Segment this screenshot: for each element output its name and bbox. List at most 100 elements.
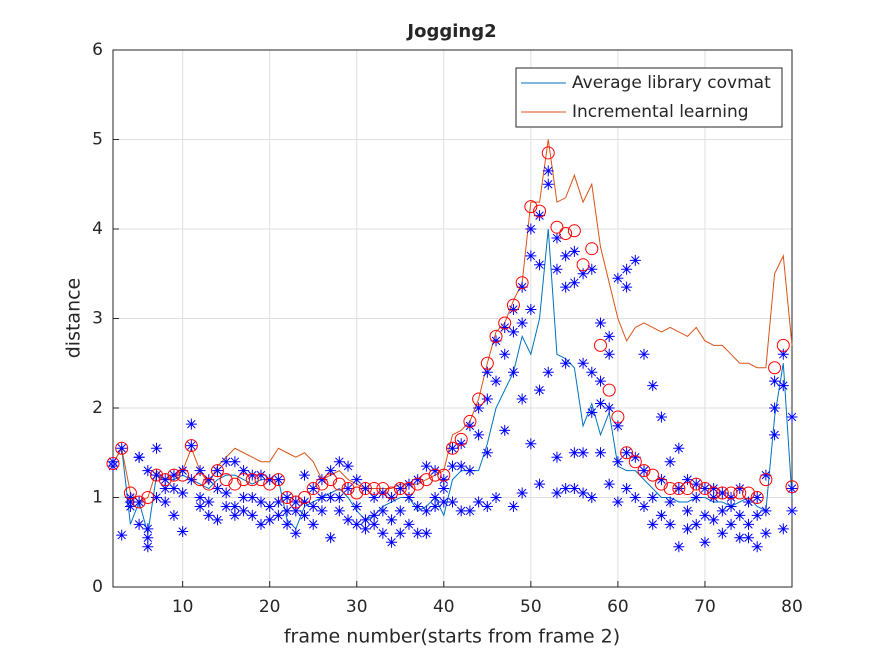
star-marker: [220, 500, 232, 512]
star-marker: [333, 456, 345, 468]
star-marker: [551, 263, 563, 275]
star-marker: [481, 500, 493, 512]
star-marker: [229, 456, 241, 468]
star-marker: [159, 474, 171, 486]
circle-marker: [776, 338, 790, 352]
circle-marker: [446, 441, 459, 455]
star-marker: [220, 487, 232, 499]
star-marker: [124, 500, 136, 512]
circle-marker: [245, 473, 259, 487]
star-marker: [664, 496, 676, 508]
star-marker: [151, 492, 163, 503]
star-marker: [507, 304, 519, 316]
star-marker: [568, 483, 580, 495]
circle-marker: [689, 477, 703, 491]
circle-marker: [593, 338, 607, 352]
star-marker: [238, 505, 250, 517]
star-marker: [760, 527, 772, 539]
star-marker: [299, 509, 311, 521]
star-marker: [551, 451, 563, 463]
star-marker: [655, 411, 667, 423]
star-marker: [142, 465, 154, 477]
circle-marker: [628, 455, 642, 469]
star-marker: [629, 492, 641, 503]
star-marker: [272, 496, 284, 508]
star-marker: [690, 518, 702, 530]
circle-marker: [150, 468, 164, 482]
star-marker: [447, 496, 458, 508]
circle-marker: [123, 486, 137, 500]
star-marker: [690, 478, 702, 490]
star-marker: [394, 527, 406, 539]
star-marker: [238, 492, 250, 503]
star-marker: [716, 505, 728, 517]
star-marker: [568, 447, 580, 459]
circle-marker: [585, 242, 599, 256]
star-marker: [420, 460, 432, 472]
star-marker: [690, 492, 702, 503]
circle-marker: [620, 446, 634, 460]
star-marker: [525, 304, 537, 316]
circle-marker: [646, 468, 660, 482]
circle-marker: [106, 456, 120, 470]
star-marker: [142, 532, 154, 544]
star-marker: [734, 483, 746, 495]
star-marker: [377, 487, 389, 499]
y-tick-label: 3: [92, 309, 103, 329]
circle-marker: [550, 220, 564, 234]
star-marker: [351, 518, 363, 530]
legend: Average library covmat Incremental learni…: [515, 67, 783, 128]
circle-marker: [237, 473, 251, 487]
star-marker: [229, 509, 241, 521]
star-marker: [777, 380, 789, 392]
circle-marker: [541, 146, 555, 160]
star-marker: [281, 505, 293, 517]
star-marker: [586, 366, 598, 378]
circle-marker: [750, 491, 764, 504]
star-marker: [159, 496, 171, 508]
star-marker: [211, 514, 223, 526]
star-marker: [742, 532, 754, 544]
star-marker: [534, 478, 546, 490]
star-marker: [133, 496, 145, 508]
star-marker: [507, 500, 519, 512]
star-marker: [316, 492, 328, 503]
circle-marker: [228, 477, 242, 491]
star-marker: [490, 375, 502, 387]
star-marker: [342, 483, 354, 495]
star-marker: [168, 483, 180, 495]
circle-marker: [202, 477, 216, 491]
star-marker: [368, 518, 380, 530]
circle-marker: [559, 226, 573, 240]
circle-marker: [210, 464, 224, 478]
star-marker: [359, 523, 371, 535]
star-marker: [264, 500, 276, 512]
star-marker: [438, 496, 450, 508]
star-marker: [525, 223, 537, 235]
star-marker: [560, 483, 572, 495]
circle-marker: [271, 473, 285, 487]
star-marker: [499, 348, 511, 360]
star-marker: [272, 474, 284, 486]
star-marker: [673, 483, 685, 495]
star-marker: [438, 474, 450, 486]
star-marker: [725, 518, 737, 530]
star-marker: [542, 366, 554, 378]
star-marker: [290, 496, 302, 508]
star-marker: [333, 492, 345, 503]
star-marker: [394, 505, 406, 517]
star-marker: [481, 366, 493, 378]
star-marker: [151, 442, 163, 454]
star-marker: [116, 442, 128, 454]
star-marker: [307, 483, 319, 495]
star-marker: [386, 536, 398, 548]
star-marker: [177, 526, 189, 538]
circle-marker: [637, 464, 651, 478]
star-marker: [403, 518, 415, 530]
star-marker: [534, 384, 546, 396]
star-marker: [534, 259, 546, 271]
circle-marker: [480, 356, 494, 370]
star-marker: [594, 375, 606, 387]
circle-marker: [115, 441, 129, 455]
star-marker: [673, 442, 685, 454]
